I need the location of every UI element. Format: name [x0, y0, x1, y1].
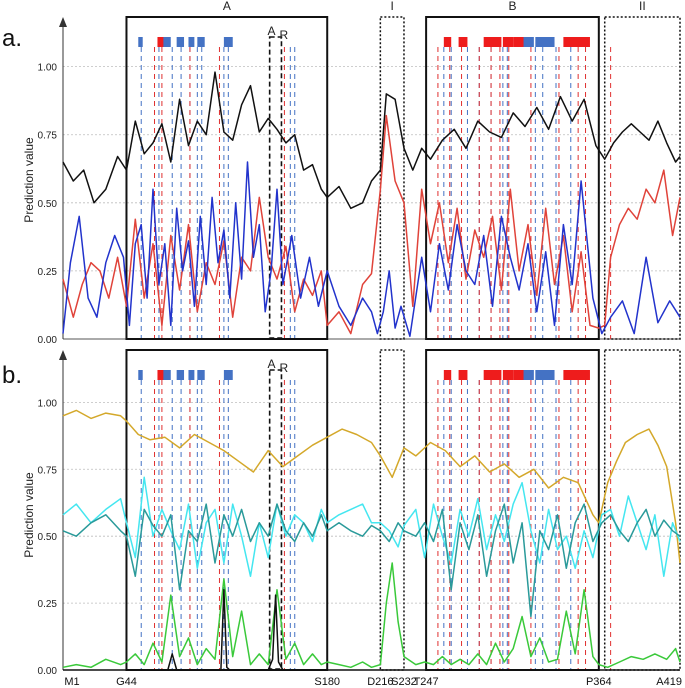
- red-marker-box: [502, 370, 514, 380]
- red-marker-box: [458, 37, 468, 47]
- y-tick-label: 1.00: [38, 63, 58, 74]
- series-line-gold: [62, 409, 681, 564]
- x-tick-label: S232: [391, 676, 417, 688]
- subregion-subscript: R: [280, 28, 289, 42]
- y-tick-label: 0.00: [38, 335, 58, 346]
- region-label: II: [639, 0, 646, 13]
- x-tick-label: D216: [367, 676, 393, 688]
- blue-marker-box: [188, 37, 195, 47]
- red-marker-box: [157, 370, 164, 380]
- y-axis-arrow: [59, 350, 67, 360]
- y-axis-arrow: [59, 17, 67, 27]
- subregion-box: [268, 369, 283, 670]
- region-label: B: [508, 0, 516, 13]
- red-marker-box: [157, 37, 164, 47]
- y-tick-label: 0.25: [38, 599, 58, 610]
- blue-marker-box: [535, 37, 555, 47]
- x-tick-label: P364: [586, 676, 612, 688]
- x-tick-label: S180: [314, 676, 340, 688]
- blue-marker-box: [138, 37, 143, 47]
- blue-marker-box: [223, 370, 233, 380]
- series-line-blue: [62, 161, 681, 338]
- red-marker-box: [563, 37, 590, 47]
- region-label: I: [390, 0, 393, 13]
- panel-b-ylabel: Prediction value: [22, 472, 36, 558]
- red-marker-box: [563, 370, 590, 380]
- y-tick-label: 0.50: [38, 199, 58, 210]
- subregion-box: [268, 36, 283, 339]
- series-line-cyan: [62, 476, 681, 578]
- blue-marker-box: [520, 37, 534, 47]
- y-tick-label: 0.00: [38, 666, 58, 677]
- panel-a-label: a.: [2, 25, 22, 52]
- red-marker-box: [458, 370, 468, 380]
- subregion-label: A: [268, 24, 276, 38]
- x-tick-label: T247: [414, 676, 439, 688]
- y-tick-label: 0.75: [38, 131, 58, 142]
- blue-marker-box: [535, 370, 555, 380]
- red-marker-box: [483, 370, 502, 380]
- blue-marker-box: [160, 370, 171, 380]
- blue-marker-box: [520, 370, 534, 380]
- red-marker-box: [502, 37, 514, 47]
- region-box: [603, 349, 681, 671]
- subregion-subscript: R: [280, 361, 289, 375]
- region-box: [425, 16, 600, 340]
- red-marker-box: [483, 37, 502, 47]
- red-marker-box: [443, 370, 452, 380]
- blue-marker-box: [176, 370, 185, 380]
- region-box: [125, 349, 329, 671]
- x-tick-label: A419: [656, 676, 682, 688]
- red-marker-box: [443, 37, 452, 47]
- blue-marker-box: [223, 37, 233, 47]
- region-label: A: [223, 0, 231, 13]
- region-box: [379, 16, 405, 340]
- x-tick-label: G44: [116, 676, 137, 688]
- panel-b-label: b.: [2, 362, 22, 389]
- y-tick-label: 0.50: [38, 532, 58, 543]
- y-tick-label: 0.25: [38, 267, 58, 278]
- red-marker-box: [513, 370, 524, 380]
- panel-b-chart: 0.00 0.25 0.50 0.75 1.00 A R M1 G44 S180 D216S232T…: [38, 349, 682, 688]
- series-line-green: [62, 562, 681, 669]
- blue-marker-box: [197, 37, 205, 47]
- series-line-black: [62, 71, 681, 210]
- subregion-label: A: [268, 357, 276, 371]
- region-box: [125, 16, 329, 340]
- blue-marker-box: [197, 370, 205, 380]
- blue-marker-box: [138, 370, 143, 380]
- panel-a-ylabel: Prediction value: [22, 137, 36, 223]
- region-box: [603, 16, 681, 340]
- blue-marker-box: [160, 37, 171, 47]
- blue-marker-box: [176, 37, 185, 47]
- y-tick-label: 1.00: [38, 398, 58, 409]
- panel-a-chart: 0.000.250.500.751.00A I B IIA R: [38, 0, 681, 346]
- series-line-black: [63, 588, 680, 671]
- y-tick-label: 0.75: [38, 465, 58, 476]
- series-line-teal: [62, 503, 681, 618]
- blue-marker-box: [188, 370, 195, 380]
- series-line-red: [62, 114, 681, 335]
- red-marker-box: [513, 37, 524, 47]
- x-tick-label: M1: [64, 676, 79, 688]
